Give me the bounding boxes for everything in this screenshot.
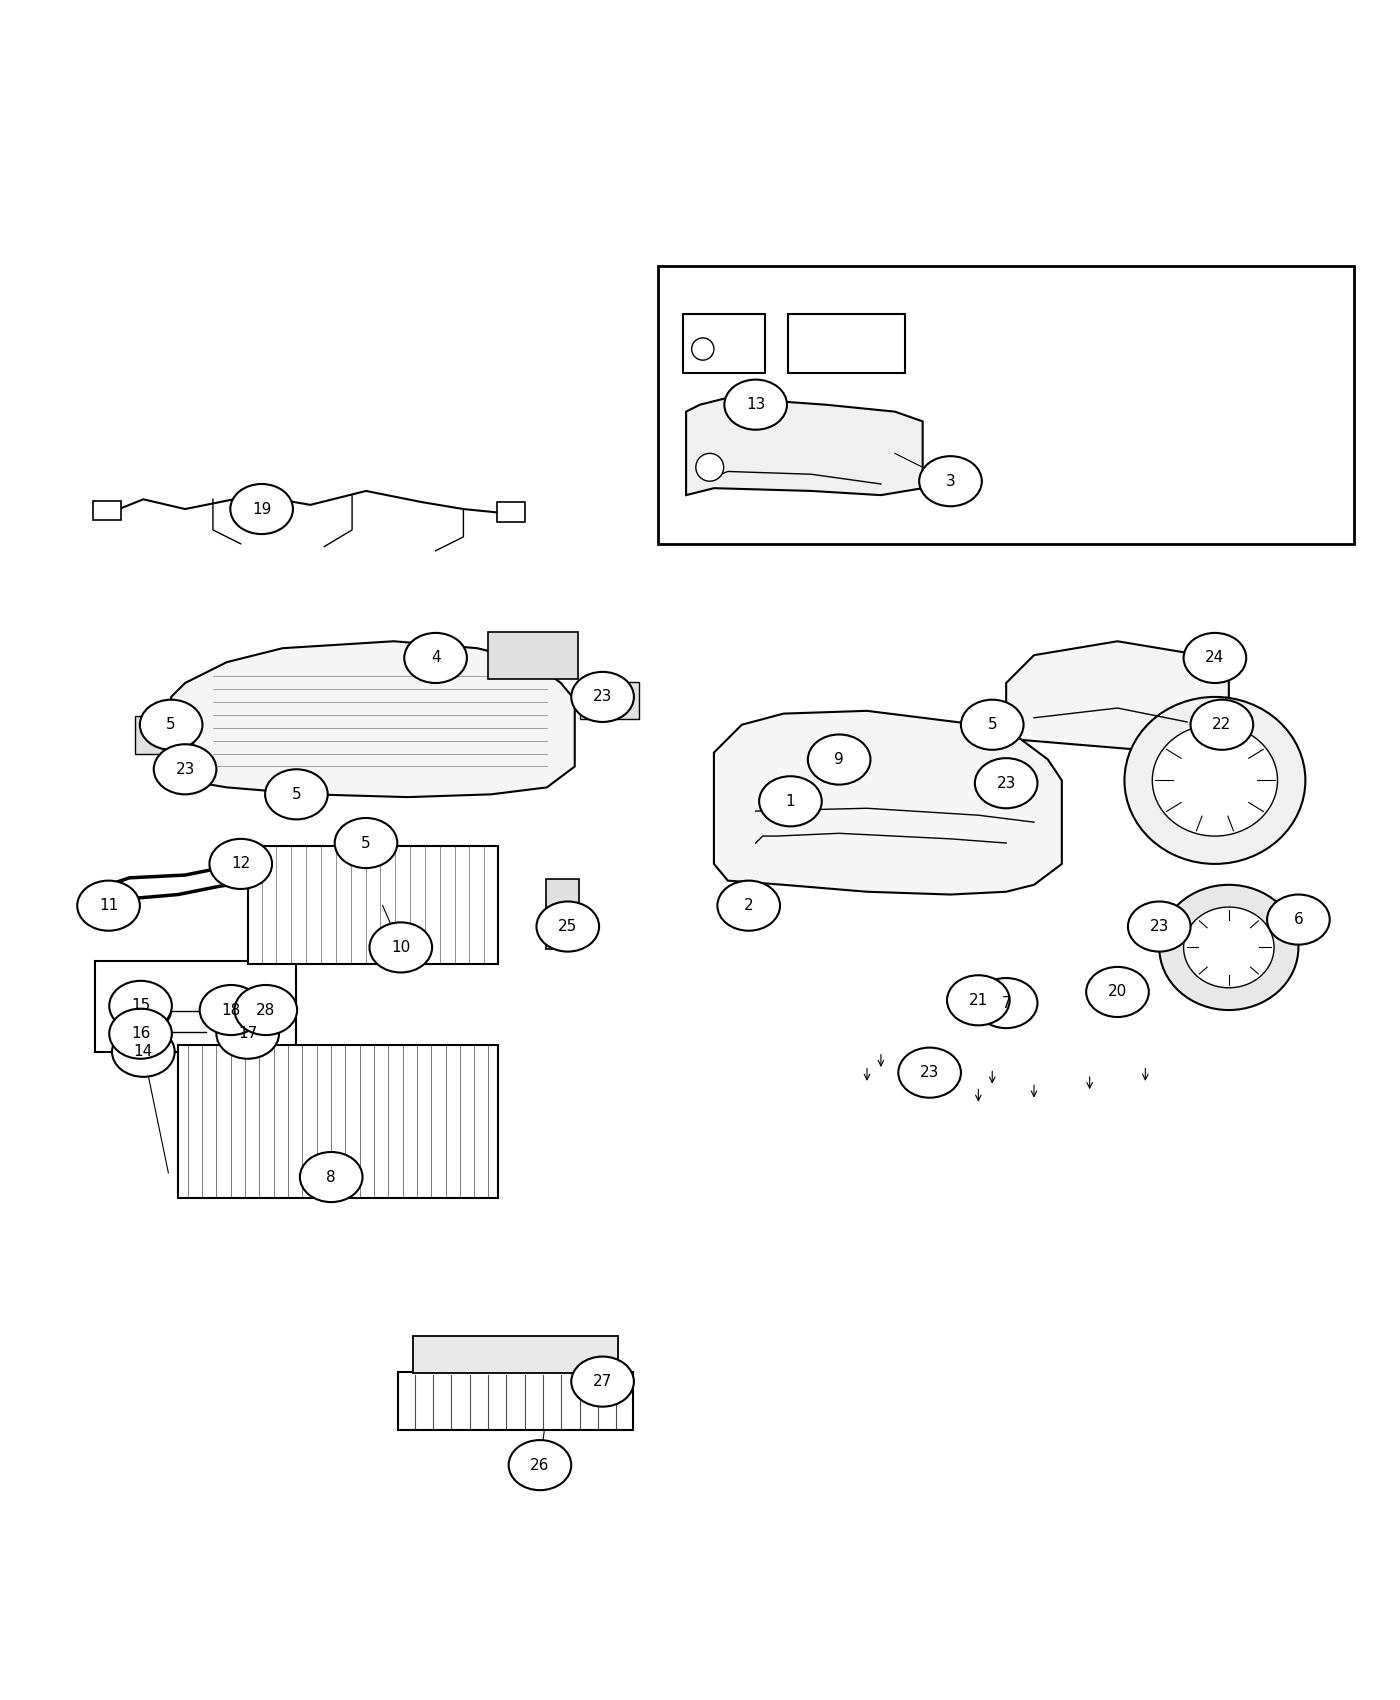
- Text: 26: 26: [531, 1457, 550, 1472]
- Ellipse shape: [946, 976, 1009, 1025]
- Text: 13: 13: [746, 398, 766, 411]
- Ellipse shape: [231, 484, 293, 534]
- Polygon shape: [714, 711, 1061, 894]
- Ellipse shape: [109, 1008, 172, 1059]
- Ellipse shape: [77, 881, 140, 930]
- Ellipse shape: [234, 984, 297, 1035]
- Text: 15: 15: [132, 998, 150, 1013]
- Text: 11: 11: [99, 898, 118, 913]
- Ellipse shape: [210, 838, 272, 889]
- Ellipse shape: [508, 1440, 571, 1491]
- Text: 1: 1: [785, 794, 795, 809]
- Ellipse shape: [1128, 901, 1190, 952]
- Text: 9: 9: [834, 751, 844, 767]
- FancyBboxPatch shape: [683, 314, 766, 372]
- FancyBboxPatch shape: [581, 682, 638, 719]
- Ellipse shape: [109, 981, 172, 1030]
- Text: 4: 4: [431, 651, 441, 665]
- Text: 23: 23: [175, 762, 195, 777]
- FancyBboxPatch shape: [94, 502, 120, 520]
- Ellipse shape: [571, 1357, 634, 1406]
- Text: 17: 17: [238, 1027, 258, 1040]
- Ellipse shape: [717, 881, 780, 930]
- Text: 8: 8: [326, 1170, 336, 1185]
- Ellipse shape: [571, 672, 634, 722]
- Text: 5: 5: [361, 835, 371, 850]
- Ellipse shape: [200, 984, 262, 1035]
- Ellipse shape: [1183, 632, 1246, 683]
- Ellipse shape: [1183, 908, 1274, 988]
- Ellipse shape: [370, 923, 433, 972]
- FancyBboxPatch shape: [398, 1372, 633, 1430]
- Text: 14: 14: [134, 1044, 153, 1059]
- Text: 3: 3: [945, 474, 955, 488]
- Polygon shape: [171, 641, 575, 797]
- Ellipse shape: [759, 777, 822, 826]
- FancyBboxPatch shape: [178, 1046, 498, 1198]
- Text: 23: 23: [920, 1066, 939, 1080]
- FancyBboxPatch shape: [497, 502, 525, 522]
- FancyBboxPatch shape: [489, 631, 578, 678]
- Text: 18: 18: [221, 1003, 241, 1018]
- Circle shape: [696, 454, 724, 481]
- Text: 6: 6: [1294, 913, 1303, 927]
- Polygon shape: [686, 398, 923, 495]
- Text: 10: 10: [391, 940, 410, 955]
- FancyBboxPatch shape: [658, 265, 1354, 544]
- Text: 23: 23: [592, 690, 612, 704]
- Ellipse shape: [920, 456, 981, 507]
- Ellipse shape: [974, 758, 1037, 808]
- FancyBboxPatch shape: [95, 960, 297, 1052]
- Ellipse shape: [1267, 894, 1330, 945]
- Text: 20: 20: [1107, 984, 1127, 1000]
- Text: 22: 22: [1212, 717, 1232, 733]
- Ellipse shape: [154, 745, 217, 794]
- Ellipse shape: [724, 379, 787, 430]
- Ellipse shape: [1159, 884, 1298, 1010]
- Ellipse shape: [960, 700, 1023, 750]
- Text: 16: 16: [130, 1027, 150, 1040]
- Polygon shape: [1007, 641, 1229, 753]
- Text: 19: 19: [252, 502, 272, 517]
- Ellipse shape: [974, 977, 1037, 1028]
- Circle shape: [692, 338, 714, 360]
- Ellipse shape: [899, 1047, 960, 1098]
- FancyBboxPatch shape: [788, 314, 904, 372]
- Text: 28: 28: [256, 1003, 276, 1018]
- FancyBboxPatch shape: [134, 716, 193, 755]
- FancyBboxPatch shape: [248, 847, 498, 964]
- Circle shape: [146, 1023, 168, 1046]
- Text: 5: 5: [987, 717, 997, 733]
- Text: 7: 7: [1001, 996, 1011, 1010]
- Ellipse shape: [1152, 724, 1278, 836]
- Ellipse shape: [112, 1027, 175, 1076]
- FancyBboxPatch shape: [413, 1336, 617, 1374]
- Text: 23: 23: [997, 775, 1016, 791]
- Text: 25: 25: [559, 920, 577, 933]
- Circle shape: [143, 998, 171, 1025]
- Ellipse shape: [217, 1008, 279, 1059]
- Text: 5: 5: [167, 717, 176, 733]
- Text: 21: 21: [969, 993, 988, 1008]
- Text: 5: 5: [291, 787, 301, 802]
- Text: 2: 2: [743, 898, 753, 913]
- Ellipse shape: [808, 734, 871, 785]
- Text: 12: 12: [231, 857, 251, 872]
- Ellipse shape: [405, 632, 466, 683]
- Ellipse shape: [140, 700, 203, 750]
- Ellipse shape: [300, 1153, 363, 1202]
- Text: 24: 24: [1205, 651, 1225, 665]
- Text: 23: 23: [1149, 920, 1169, 933]
- Ellipse shape: [1124, 697, 1305, 864]
- Ellipse shape: [1086, 967, 1149, 1017]
- Ellipse shape: [335, 818, 398, 869]
- Ellipse shape: [265, 770, 328, 819]
- Ellipse shape: [536, 901, 599, 952]
- Ellipse shape: [1190, 700, 1253, 750]
- FancyBboxPatch shape: [546, 879, 580, 949]
- Text: 27: 27: [594, 1374, 612, 1389]
